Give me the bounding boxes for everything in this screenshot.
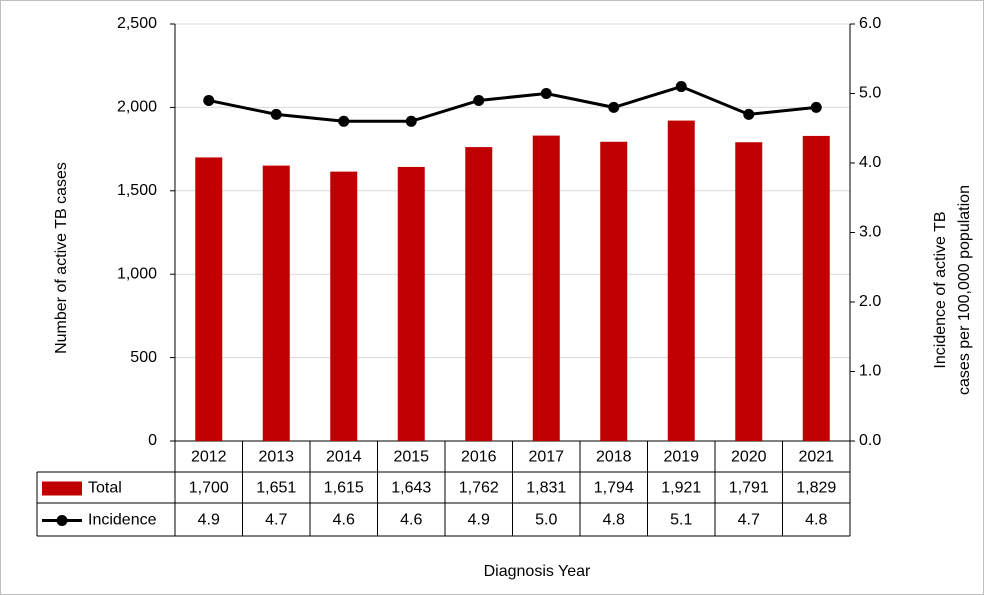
y-tick-label: 500	[130, 349, 157, 366]
data-label: 1,651	[256, 480, 296, 497]
bar	[465, 147, 493, 442]
data-label: 5.1	[670, 512, 692, 529]
data-label: 4.9	[198, 512, 220, 529]
line-marker	[473, 94, 485, 106]
y2-tick-label: 1.0	[859, 363, 881, 380]
data-label: 1,794	[594, 480, 634, 497]
data-label: 1,643	[391, 480, 431, 497]
legend-label: Total	[88, 480, 122, 497]
x-tick-label: 2021	[798, 449, 834, 466]
y2-tick-label: 5.0	[859, 85, 881, 102]
y2-tick-label: 0.0	[859, 432, 881, 449]
line-marker	[675, 81, 687, 93]
data-label: 5.0	[535, 512, 557, 529]
y-tick-label: 0	[148, 432, 157, 449]
bar	[802, 135, 830, 442]
data-label: 1,791	[729, 480, 769, 497]
bar	[532, 135, 560, 441]
x-tick-label: 2018	[596, 449, 632, 466]
line-marker	[810, 101, 822, 113]
x-tick-label: 2012	[191, 449, 227, 466]
data-label: 4.7	[738, 512, 760, 529]
line-marker	[540, 88, 552, 99]
x-tick-label: 2014	[326, 449, 362, 466]
legend-swatch	[42, 481, 82, 496]
data-label: 4.7	[265, 512, 287, 529]
line-marker	[743, 108, 755, 120]
x-axis-title: Diagnosis Year	[484, 563, 591, 580]
bar	[330, 171, 358, 442]
data-label: 4.6	[333, 512, 355, 529]
y-tick-label: 1,500	[117, 182, 157, 199]
line	[208, 84, 817, 123]
data-label: 1,700	[189, 480, 229, 497]
x-tick-label: 2013	[258, 449, 294, 466]
bar	[262, 165, 290, 441]
data-label: 1,762	[459, 480, 499, 497]
data-label: 1,829	[796, 480, 836, 497]
data-label: 1,921	[661, 480, 701, 497]
legend-marker	[56, 515, 68, 526]
data-label: 4.9	[468, 512, 490, 529]
y2-tick-label: 2.0	[859, 293, 881, 310]
bar	[195, 157, 223, 441]
data-label: 1,831	[526, 480, 566, 497]
line-marker	[338, 115, 350, 127]
x-tick-label: 2020	[731, 449, 767, 466]
data-label: 1,615	[324, 480, 364, 497]
y2-tick-label: 4.0	[859, 154, 881, 171]
y2-tick-label: 6.0	[859, 15, 881, 32]
bar	[600, 141, 628, 441]
line-marker	[608, 101, 620, 113]
y2-tick-label: 3.0	[859, 224, 881, 241]
y2-axis-title: cases per 100,000 population	[956, 185, 973, 395]
bar	[735, 142, 763, 441]
line-marker	[405, 115, 417, 127]
x-tick-label: 2016	[461, 449, 497, 466]
data-label: 4.8	[603, 512, 625, 529]
data-label: 4.8	[805, 512, 827, 529]
legend-label: Incidence	[88, 512, 157, 529]
bar	[397, 166, 425, 441]
x-tick-label: 2017	[528, 449, 564, 466]
bar	[667, 120, 695, 441]
line-marker	[270, 108, 282, 120]
y-tick-label: 2,500	[117, 15, 157, 32]
y-tick-label: 2,000	[117, 99, 157, 116]
data-label: 4.6	[400, 512, 422, 529]
y-tick-label: 1,000	[117, 265, 157, 282]
y-axis-title: Number of active TB cases	[53, 162, 70, 354]
y2-axis-title: Incidence of active TB	[932, 211, 949, 368]
line-marker	[203, 94, 215, 106]
x-tick-label: 2015	[393, 449, 429, 466]
x-tick-label: 2019	[663, 449, 699, 466]
